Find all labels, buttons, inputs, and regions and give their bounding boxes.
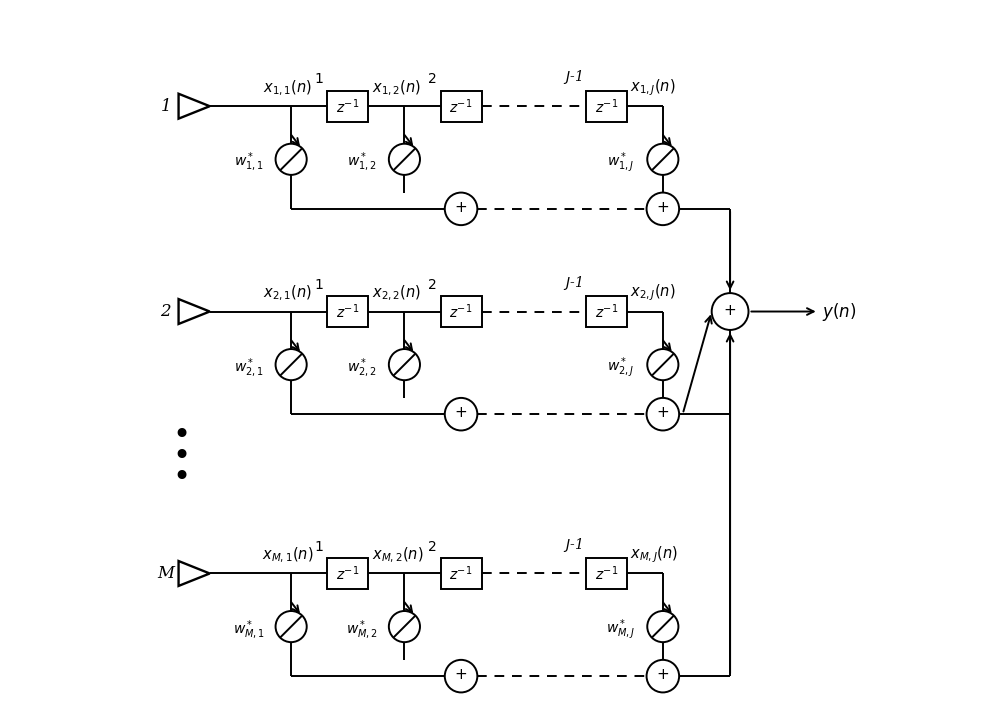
Text: $w^*_{1,J}$: $w^*_{1,J}$ [607, 151, 634, 175]
Text: $J$-1: $J$-1 [563, 69, 582, 86]
Text: $x_{2,J}(n)$: $x_{2,J}(n)$ [630, 282, 676, 303]
Text: $w^*_{M,2}$: $w^*_{M,2}$ [346, 619, 378, 641]
Text: $z^{-1}$: $z^{-1}$ [449, 302, 473, 321]
Text: 2: 2 [428, 72, 437, 86]
Bar [586, 91, 627, 122]
Text: $w^*_{1,2}$: $w^*_{1,2}$ [347, 152, 377, 174]
Text: $x_{2,2}(n)$: $x_{2,2}(n)$ [372, 284, 421, 303]
Text: •: • [172, 421, 190, 450]
Text: $w^*_{2,J}$: $w^*_{2,J}$ [607, 356, 634, 380]
Text: +: + [455, 405, 467, 421]
Text: $z^{-1}$: $z^{-1}$ [336, 564, 359, 583]
Text: $x_{M,J}(n)$: $x_{M,J}(n)$ [630, 544, 678, 565]
Text: $w^*_{1,1}$: $w^*_{1,1}$ [234, 152, 264, 174]
Text: $z^{-1}$: $z^{-1}$ [449, 97, 473, 115]
Text: +: + [455, 667, 467, 683]
Text: $w^*_{M,1}$: $w^*_{M,1}$ [233, 619, 265, 641]
Text: +: + [656, 667, 669, 683]
Text: $J$-1: $J$-1 [563, 274, 582, 292]
Text: 2: 2 [428, 539, 437, 554]
Text: $x_{M,1}(n)$: $x_{M,1}(n)$ [262, 546, 313, 565]
Text: $w^*_{M,J}$: $w^*_{M,J}$ [606, 618, 635, 642]
Bar [441, 296, 482, 327]
Text: $w^*_{2,2}$: $w^*_{2,2}$ [347, 357, 377, 379]
Text: $x_{1,J}(n)$: $x_{1,J}(n)$ [630, 77, 676, 98]
Text: $x_{M,2}(n)$: $x_{M,2}(n)$ [372, 546, 423, 565]
Bar [586, 296, 627, 327]
Text: $z^{-1}$: $z^{-1}$ [595, 97, 618, 115]
Text: 1: 1 [315, 72, 324, 86]
Text: •: • [172, 464, 190, 492]
Text: $z^{-1}$: $z^{-1}$ [336, 97, 359, 115]
Text: +: + [656, 405, 669, 421]
Bar [586, 558, 627, 589]
Bar [327, 558, 368, 589]
Text: $J$-1: $J$-1 [563, 536, 582, 554]
Text: $z^{-1}$: $z^{-1}$ [336, 302, 359, 321]
Text: +: + [455, 200, 467, 215]
Text: M: M [157, 565, 174, 582]
Bar [327, 91, 368, 122]
Text: $z^{-1}$: $z^{-1}$ [595, 564, 618, 583]
Text: 2: 2 [161, 303, 171, 320]
Text: $x_{1,2}(n)$: $x_{1,2}(n)$ [372, 79, 421, 98]
Text: 1: 1 [315, 539, 324, 554]
Text: $z^{-1}$: $z^{-1}$ [595, 302, 618, 321]
Bar [441, 558, 482, 589]
Bar [441, 91, 482, 122]
Text: 2: 2 [428, 278, 437, 292]
Text: •: • [172, 442, 190, 471]
Text: +: + [656, 200, 669, 215]
Text: $z^{-1}$: $z^{-1}$ [449, 564, 473, 583]
Text: $x_{2,1}(n)$: $x_{2,1}(n)$ [263, 284, 312, 303]
Text: 1: 1 [315, 278, 324, 292]
Text: $x_{1,1}(n)$: $x_{1,1}(n)$ [263, 79, 312, 98]
Text: +: + [724, 302, 736, 318]
Text: $w^*_{2,1}$: $w^*_{2,1}$ [234, 357, 264, 379]
Bar [327, 296, 368, 327]
Text: $y(n)$: $y(n)$ [822, 300, 857, 323]
Text: 1: 1 [161, 98, 171, 115]
